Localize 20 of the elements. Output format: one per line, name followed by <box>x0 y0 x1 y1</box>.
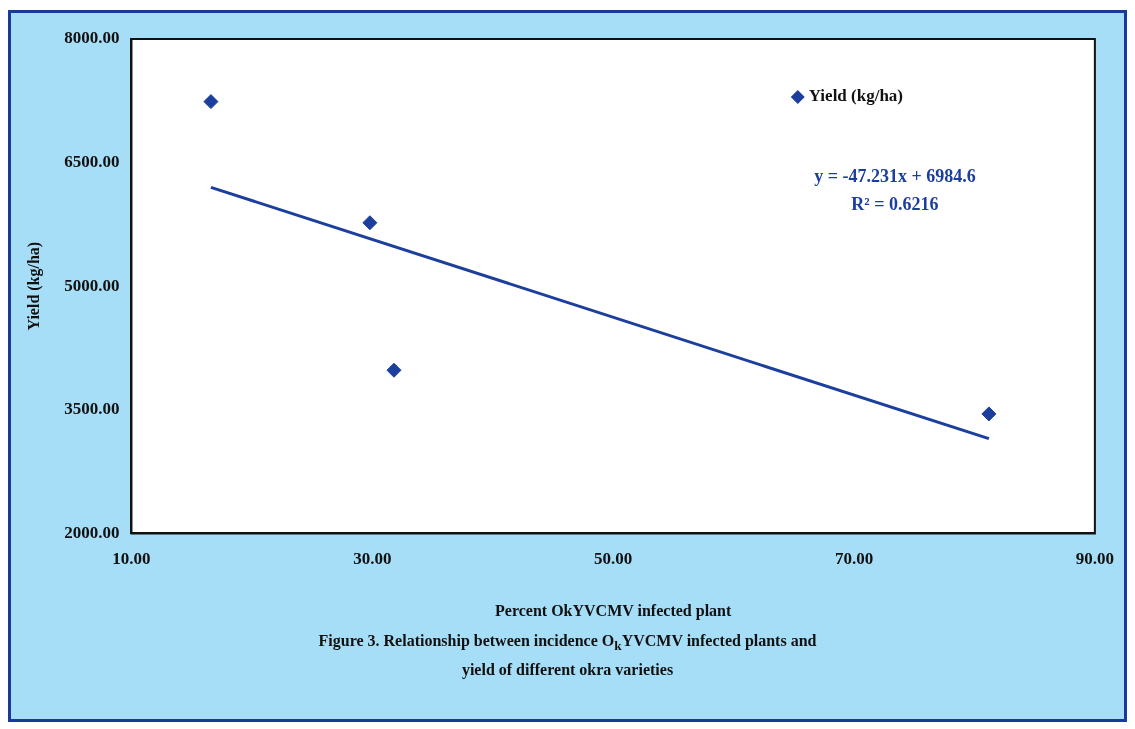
point <box>203 94 219 110</box>
x-tick-label: 90.00 <box>1075 548 1114 568</box>
y-axis-title: Yield (kg/ha) <box>24 241 43 331</box>
annotation: y = -47.231x + 6984.6 <box>814 165 976 186</box>
x-tick-label: 50.00 <box>594 548 633 568</box>
y-tick-label: 3500.00 <box>64 399 120 419</box>
text: Figure 3. Relationship between incidence O$_{k}$YVCMV infected plants and yield of different okra varieties <box>317 631 818 681</box>
y-tick-label: 2000.00 <box>64 522 120 542</box>
point <box>362 215 378 231</box>
y-tick-label: 6500.00 <box>64 151 120 171</box>
x-axis-title: Percent OkYVCMV infected plant <box>495 601 732 620</box>
y-tick-label: 8000.00 <box>64 28 120 48</box>
legend-label: Yield (kg/ha) <box>808 86 904 106</box>
point <box>981 406 997 422</box>
x-tick-label: 30.00 <box>353 548 392 568</box>
x-tick-label: 70.00 <box>834 548 874 568</box>
x-tick-label: 10.00 <box>112 548 151 568</box>
annotation: R² = 0.6216 <box>851 193 939 214</box>
y-tick-label: 5000.00 <box>64 275 120 295</box>
point <box>386 362 402 378</box>
